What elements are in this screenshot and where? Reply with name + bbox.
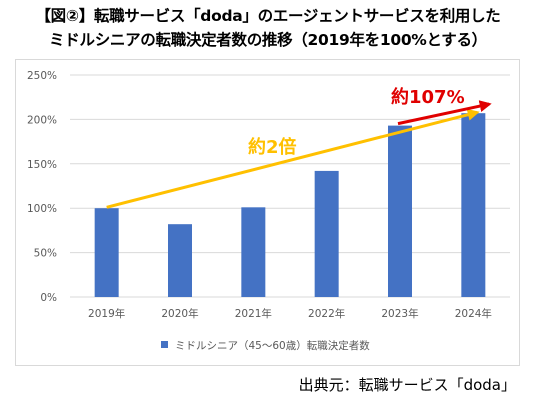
chart-title-line-2: ミドルシニアの転職決定者数の推移（2019年を100%とする）	[49, 31, 487, 49]
trend-arrow-long	[106, 108, 480, 209]
annotation-label-short: 約107%	[391, 86, 465, 108]
y-tick-label: 200%	[27, 114, 57, 126]
bar-chart: 0% 50% 100% 150% 200% 250% 2019年 2020年 2021年 2022…	[27, 70, 510, 352]
y-tick-label: 0%	[40, 292, 57, 304]
bar	[388, 125, 412, 297]
legend-label: ミドルシニア（45〜60歳）転職決定者数	[175, 339, 370, 352]
x-tick-label: 2019年	[88, 307, 125, 320]
bar	[461, 113, 486, 298]
trend-arrow-short	[397, 100, 492, 126]
y-tick-label: 150%	[27, 159, 57, 171]
source-credit: 出典元：転職サービス「doda」	[298, 376, 516, 394]
x-tick-label: 2021年	[235, 307, 272, 320]
y-tick-label: 100%	[27, 203, 57, 215]
x-tick-label: 2022年	[308, 307, 345, 320]
bar	[314, 170, 339, 297]
legend-swatch	[161, 341, 168, 348]
chart-title-line-1: 【図②】転職サービス「doda」のエージェントサービスを利用した	[35, 7, 501, 25]
annotation-label-long: 約2倍	[248, 136, 297, 158]
y-tick-label: 250%	[27, 70, 57, 82]
y-tick-label: 50%	[34, 248, 57, 260]
x-tick-label: 2023年	[381, 307, 418, 320]
x-tick-label: 2024年	[455, 307, 492, 320]
x-tick-label: 2020年	[161, 307, 198, 320]
bar	[168, 224, 192, 297]
bar	[94, 208, 119, 297]
bar	[241, 207, 266, 297]
